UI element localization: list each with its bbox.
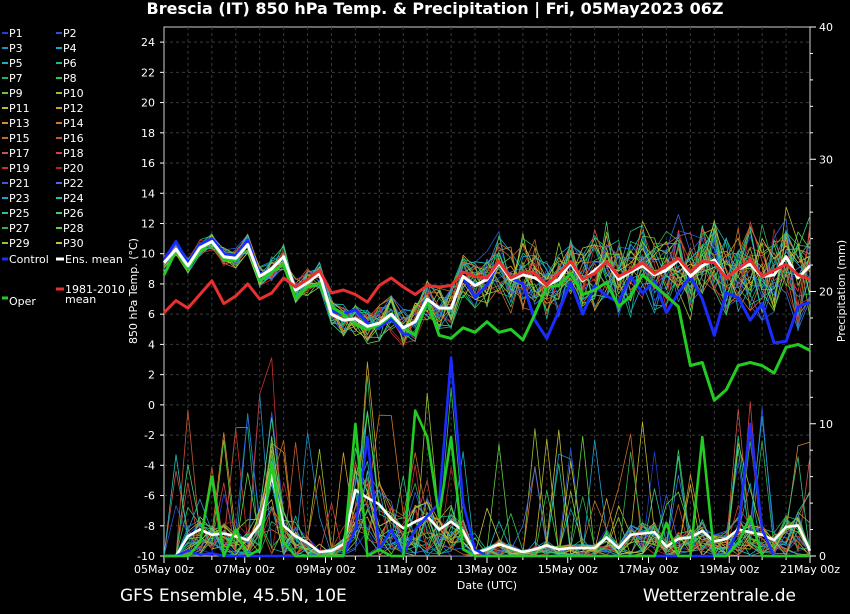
x-tick-label: 11May 00z xyxy=(376,563,436,576)
y2-tick-label: 0 xyxy=(819,550,826,563)
x-tick-label: 09May 00z xyxy=(295,563,355,576)
legend: P1 P2 P3 P4 P5 P6 P7 P8 P9 P10 P11 P12 P13 P14 P15 P16 P… xyxy=(2,27,125,308)
legend-label: P16 xyxy=(63,132,84,145)
y2-tick-label: 30 xyxy=(819,153,833,166)
y-tick-label: 20 xyxy=(141,97,155,110)
y-tick-label: 6 xyxy=(148,308,155,321)
temp-perturbation-line xyxy=(163,220,811,340)
legend-label: P1 xyxy=(9,27,23,40)
legend-label: P30 xyxy=(63,237,84,250)
temp-line xyxy=(162,240,812,330)
precip-perturbation-line xyxy=(164,429,811,557)
x-tick-label: 15May 00z xyxy=(538,563,598,576)
x-tick-label: 17May 00z xyxy=(618,563,678,576)
x-tick-label: 21May 00z xyxy=(780,563,840,576)
y-tick-label: -8 xyxy=(144,520,155,533)
y-tick-label: 22 xyxy=(141,66,155,79)
legend-label: P24 xyxy=(63,192,84,205)
y-tick-label: 0 xyxy=(148,399,155,412)
legend-label: P12 xyxy=(63,102,84,115)
y2-axis-label: Precipitation (mm) xyxy=(835,240,848,342)
footer-site: Wetterzentrale.de xyxy=(642,586,796,606)
temp-perturbation-line xyxy=(163,228,811,328)
legend-label: P14 xyxy=(63,117,84,130)
legend-label: P13 xyxy=(9,117,30,130)
precip-line xyxy=(164,473,812,558)
legend-label-mean: Ens. mean xyxy=(65,253,123,266)
y-tick-label: -4 xyxy=(144,459,155,472)
legend-label: P2 xyxy=(63,27,77,40)
y-tick-label: 4 xyxy=(148,338,155,351)
legend-label: P9 xyxy=(9,87,23,100)
plot-frame xyxy=(163,26,811,557)
legend-label: P23 xyxy=(9,192,30,205)
legend-label: P11 xyxy=(9,102,30,115)
y-axis-label: 850 hPa Temp. (°C) xyxy=(127,238,140,344)
legend-label: P26 xyxy=(63,207,84,220)
temp-perturbation-line xyxy=(163,235,811,342)
y-tick-label: -2 xyxy=(144,429,155,442)
x-tick-label: 13May 00z xyxy=(457,563,517,576)
y-tick-label: 14 xyxy=(141,187,155,200)
legend-label: P21 xyxy=(9,177,30,190)
grid-lines xyxy=(164,27,810,556)
y-tick-label: 8 xyxy=(148,278,155,291)
x-tick-label: 19May 00z xyxy=(699,563,759,576)
chart-title: Brescia (IT) 850 hPa Temp. & Precipitati… xyxy=(147,0,724,19)
x-tick-label: 05May 00z xyxy=(134,563,194,576)
legend-label: P15 xyxy=(9,132,30,145)
y2-axis-ticks: 0 10 20 30 40 xyxy=(810,21,833,563)
legend-label-oper: Oper xyxy=(9,295,36,308)
legend-label: P28 xyxy=(63,222,84,235)
y-tick-label: 10 xyxy=(141,248,155,261)
legend-label: P22 xyxy=(63,177,84,190)
legend-label: P4 xyxy=(63,42,77,55)
y-tick-label: 12 xyxy=(141,217,155,230)
y-tick-label: 18 xyxy=(141,127,155,140)
precipitation-series xyxy=(163,356,812,558)
y-tick-label: -10 xyxy=(137,550,155,563)
x-tick-label: 07May 00z xyxy=(215,563,275,576)
x-axis-ticks: 05May 00z 07May 00z 09May 00z 11May 00z 13Ma… xyxy=(134,556,840,576)
legend-label: P10 xyxy=(63,87,84,100)
y-tick-label: -6 xyxy=(144,490,155,503)
y-tick-label: 24 xyxy=(141,36,155,49)
legend-label-climate: 1981-2010 xyxy=(65,283,125,296)
legend-label: P25 xyxy=(9,207,30,220)
legend-label: P5 xyxy=(9,57,23,70)
legend-label: P19 xyxy=(9,162,30,175)
y-tick-label: 16 xyxy=(141,157,155,170)
legend-label: P6 xyxy=(63,57,77,70)
legend-label: P29 xyxy=(9,237,30,250)
temperature-series xyxy=(162,206,812,402)
legend-label-climate-2: mean xyxy=(65,293,96,306)
y-tick-label: 2 xyxy=(148,369,155,382)
x-axis-label: Date (UTC) xyxy=(457,579,517,592)
y2-tick-label: 40 xyxy=(819,21,833,34)
precip-line xyxy=(164,409,810,558)
temp-line xyxy=(162,240,811,402)
legend-label: P27 xyxy=(9,222,30,235)
legend-label: P7 xyxy=(9,72,23,85)
temp-perturbation-line xyxy=(163,231,811,342)
y2-tick-label: 10 xyxy=(819,418,833,431)
legend-label: P3 xyxy=(9,42,23,55)
footer-model-location: GFS Ensemble, 45.5N, 10E xyxy=(120,586,347,606)
legend-label: P18 xyxy=(63,147,84,160)
legend-label: P17 xyxy=(9,147,30,160)
legend-label: P20 xyxy=(63,162,84,175)
legend-label: P8 xyxy=(63,72,77,85)
temp-line xyxy=(162,256,811,314)
legend-label-control: Control xyxy=(9,253,49,266)
y2-tick-label: 20 xyxy=(819,286,833,299)
temp-perturbation-line xyxy=(163,227,811,336)
temp-perturbation-line xyxy=(163,215,811,336)
